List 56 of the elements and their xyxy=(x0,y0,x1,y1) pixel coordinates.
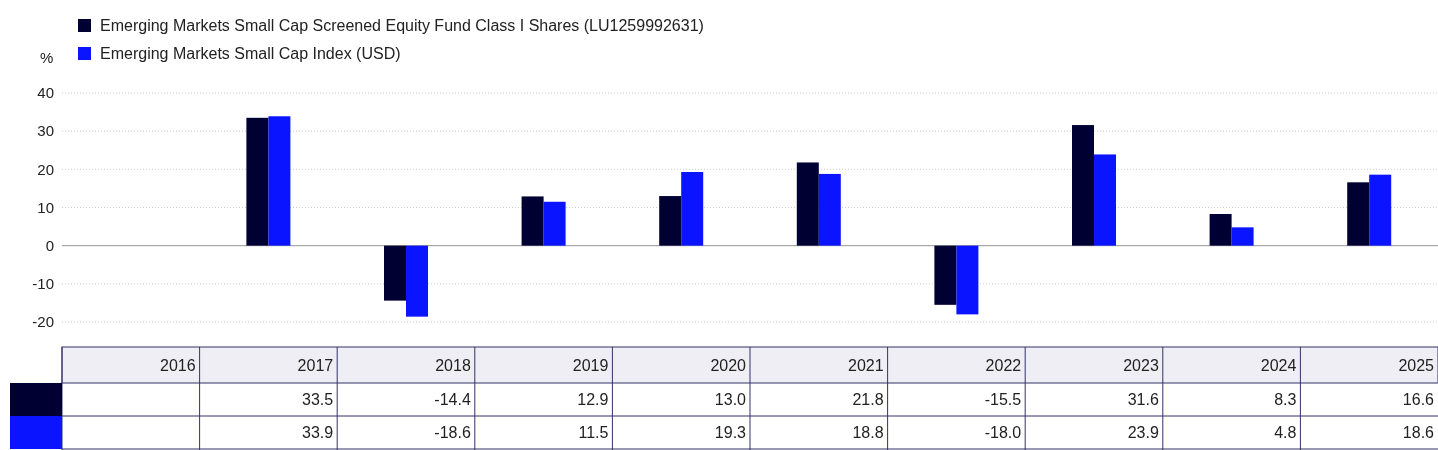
bar xyxy=(384,245,406,301)
y-tick-label: 40 xyxy=(37,84,54,102)
bar xyxy=(956,245,979,315)
bar xyxy=(1347,182,1370,246)
x-tick-label: 2021 xyxy=(848,357,884,374)
bar xyxy=(246,117,269,246)
bar xyxy=(268,116,291,246)
bar xyxy=(543,201,566,246)
x-tick-label: 2017 xyxy=(297,357,334,374)
bar xyxy=(1094,154,1116,246)
bar xyxy=(521,196,544,246)
data-label: -18.0 xyxy=(984,424,1022,441)
y-tick-label: 0 xyxy=(45,236,54,254)
data-label: 16.6 xyxy=(1402,391,1435,408)
data-label: 21.8 xyxy=(852,391,884,408)
y-tick-label: 10 xyxy=(37,198,54,216)
data-label: -14.4 xyxy=(434,391,471,408)
data-label: 31.6 xyxy=(1127,391,1159,408)
x-tick-label: 2018 xyxy=(435,357,471,374)
data-label: -15.5 xyxy=(984,391,1022,408)
y-tick-label: 30 xyxy=(37,122,54,140)
x-tick-label: 2019 xyxy=(572,357,609,374)
data-label: 19.3 xyxy=(714,424,747,441)
y-tick-label: -20 xyxy=(32,313,54,331)
x-tick-label: 2025 xyxy=(1398,357,1435,374)
bar xyxy=(659,196,682,246)
data-label: 12.9 xyxy=(577,391,609,408)
y-axis-title: % xyxy=(40,49,54,66)
data-label: 4.8 xyxy=(1274,424,1297,441)
x-tick-label: 2016 xyxy=(160,357,196,374)
data-label: 18.8 xyxy=(852,424,884,441)
bar xyxy=(1231,227,1254,246)
bar xyxy=(406,245,428,317)
data-label: 23.9 xyxy=(1127,424,1159,441)
bar xyxy=(796,162,819,246)
data-label: -18.6 xyxy=(434,424,471,441)
data-label: 33.9 xyxy=(302,424,334,441)
y-tick-label: 20 xyxy=(37,160,54,178)
data-label: 11.5 xyxy=(578,424,609,441)
data-label: 8.3 xyxy=(1274,391,1297,408)
bar xyxy=(1209,213,1232,246)
x-tick-label: 2022 xyxy=(985,357,1022,374)
x-tick-label: 2023 xyxy=(1123,357,1159,374)
legend-label: Emerging Markets Small Cap Screened Equity Fund Class I Shares (LU1259992631) xyxy=(100,17,704,34)
bar xyxy=(934,245,957,305)
x-tick-label: 2024 xyxy=(1260,357,1297,374)
y-tick-label: -10 xyxy=(32,275,54,293)
data-label: 18.6 xyxy=(1402,424,1435,441)
data-label: 13.0 xyxy=(714,391,747,408)
bar xyxy=(818,173,841,246)
bar xyxy=(681,172,704,246)
bar xyxy=(1369,174,1392,246)
x-tick-label: 2020 xyxy=(710,357,747,374)
data-label: 33.5 xyxy=(302,391,334,408)
bar xyxy=(1072,125,1094,246)
legend-label: Emerging Markets Small Cap Index (USD) xyxy=(100,45,401,62)
